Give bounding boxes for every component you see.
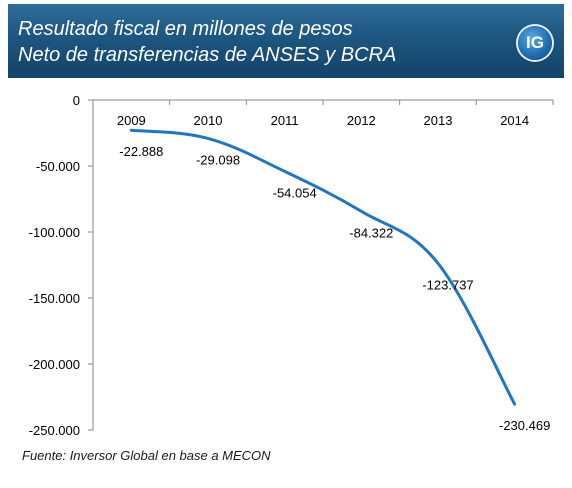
y-tick-label: -150.000 (29, 291, 80, 306)
x-tick-label: 2009 (117, 113, 146, 128)
data-label: -123.737 (422, 277, 473, 292)
y-tick-label: -50.000 (36, 159, 80, 174)
y-tick-label: -100.000 (29, 225, 80, 240)
series-line (129, 128, 517, 406)
x-tick-label: 2011 (271, 113, 299, 128)
data-label: -84.322 (349, 225, 393, 240)
x-tick-label: 2014 (500, 113, 529, 128)
data-label: -54.054 (273, 185, 317, 200)
x-tick-label: 2012 (347, 113, 376, 128)
chart-header: Resultado fiscal en millones de pesos Ne… (8, 4, 564, 78)
data-label: -22.888 (119, 144, 163, 159)
data-label: -230.469 (499, 418, 550, 433)
ig-logo: IG (518, 26, 552, 60)
y-tick-label: 0 (73, 93, 80, 108)
source-note: Fuente: Inversor Global en base a MECON (22, 448, 271, 463)
y-tick-label: -200.000 (29, 357, 80, 372)
data-label: -29.098 (196, 152, 240, 167)
chart-title: Resultado fiscal en millones de pesos (18, 18, 353, 40)
chart-subtitle: Neto de transferencias de ANSES y BCRA (18, 44, 397, 66)
x-tick-label: 2013 (424, 113, 453, 128)
x-tick-label: 2010 (194, 113, 223, 128)
y-tick-label: -250.000 (29, 423, 80, 438)
